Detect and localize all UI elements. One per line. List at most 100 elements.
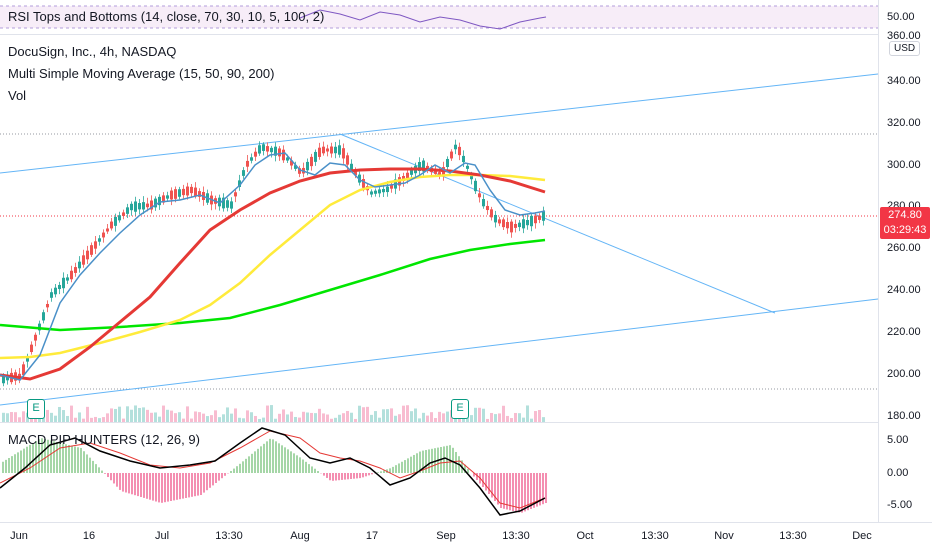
macd-hist-bar: [257, 449, 259, 473]
macd-hist-bar: [224, 473, 226, 476]
volume-bar: [414, 408, 417, 422]
macd-hist-bar: [395, 465, 397, 473]
macd-hist-bar: [176, 473, 178, 500]
macd-hist-bar: [98, 467, 100, 473]
volume-bar: [230, 414, 233, 422]
candle-body: [186, 187, 189, 196]
macd-hist-bar: [314, 469, 316, 473]
candle-body: [478, 193, 481, 197]
volume-bar: [10, 412, 13, 422]
candle-body: [494, 215, 497, 222]
macd-hist-bar: [125, 473, 127, 493]
symbol-title[interactable]: DocuSign, Inc., 4h, NASDAQ: [8, 44, 176, 59]
currency-button[interactable]: USD: [889, 41, 920, 56]
macd-hist-bar: [119, 473, 121, 490]
macd-hist-bar: [398, 463, 400, 473]
volume-bar: [478, 408, 481, 422]
candle-body: [70, 271, 73, 279]
macd-hist-bar: [194, 473, 196, 496]
price-tick: 300.00: [887, 159, 921, 171]
macd-hist-bar: [425, 450, 427, 473]
candle-body: [110, 222, 113, 229]
volume-bar: [470, 415, 473, 422]
ma-indicator-legend[interactable]: Multi Simple Moving Average (15, 50, 90,…: [8, 66, 274, 81]
macd-hist-bar: [188, 473, 190, 497]
earnings-marker[interactable]: E: [451, 399, 469, 419]
time-axis[interactable]: Jun 16 Jul 13:30 Aug 17 Sep 13:30 Oct 13…: [0, 522, 932, 551]
macd-hist-bar: [113, 473, 115, 483]
candle-body: [322, 147, 325, 154]
macd-hist-bar: [110, 473, 112, 480]
volume-indicator-legend[interactable]: Vol: [8, 88, 26, 103]
volume-bar: [46, 410, 49, 422]
earnings-marker[interactable]: E: [27, 399, 45, 419]
macd-hist-bar: [200, 473, 202, 495]
macd-hist-bar: [59, 443, 61, 473]
volume-bar: [14, 412, 17, 422]
candle-body: [54, 288, 57, 295]
last-price-tag: 274.80 03:29:43: [880, 207, 930, 239]
candle-body: [538, 216, 541, 220]
macd-hist-bar: [512, 473, 514, 511]
macd-hist-bar: [230, 471, 232, 473]
candle-body: [74, 267, 77, 273]
volume-bar: [130, 410, 133, 422]
candle-body: [466, 166, 469, 169]
candle-body: [118, 215, 121, 220]
candle-body: [58, 285, 61, 289]
volume-bar: [366, 407, 369, 422]
price-tick: 240.00: [887, 284, 921, 296]
macd-hist-bar: [365, 473, 367, 476]
macd-pane[interactable]: MACD PIP HUNTERS (12, 26, 9): [0, 423, 878, 522]
volume-bar: [78, 412, 81, 422]
macd-hist-bar: [275, 441, 277, 473]
macd-hist-bar: [248, 456, 250, 473]
volume-bar: [290, 412, 293, 422]
date-tick: Sep: [436, 530, 456, 542]
candle-body: [170, 191, 173, 200]
price-tick: 180.00: [887, 410, 921, 422]
macd-hist-bar: [236, 466, 238, 473]
candle-body: [406, 173, 409, 179]
macd-hist-bar: [71, 446, 73, 473]
macd-hist-bar: [215, 473, 217, 483]
volume-bar: [518, 413, 521, 422]
macd-hist-bar: [206, 473, 208, 490]
macd-hist-bar: [191, 473, 193, 497]
candle-body: [498, 219, 501, 223]
volume-bar: [526, 405, 529, 422]
volume-bar: [370, 415, 373, 422]
candle-body: [106, 228, 109, 231]
macd-hist-bar: [326, 473, 328, 478]
candle-body: [86, 251, 89, 260]
candle-body: [146, 204, 149, 208]
volume-bar: [150, 413, 153, 422]
macd-hist-bar: [140, 473, 142, 497]
volume-bar: [126, 406, 129, 422]
macd-hist-bar: [452, 448, 454, 473]
macd-hist-bar: [347, 473, 349, 479]
price-scale[interactable]: 50.00 360.00 340.00 320.00 300.00 280.00…: [878, 0, 932, 522]
macd-hist-bar: [212, 473, 214, 485]
rsi-pane[interactable]: RSI Tops and Bottoms (14, close, 70, 30,…: [0, 0, 878, 34]
candle-body: [30, 345, 33, 352]
price-tick: 340.00: [887, 75, 921, 87]
candle-body: [534, 216, 537, 224]
candle-body: [314, 152, 317, 162]
volume-bar: [114, 409, 117, 422]
candle-body: [226, 200, 229, 208]
macd-hist-bar: [80, 448, 82, 473]
volume-bar: [138, 408, 141, 422]
macd-hist-bar: [287, 449, 289, 473]
volume-bar: [194, 411, 197, 422]
macd-hist-bar: [356, 473, 358, 478]
macd-hist-bar: [17, 452, 19, 473]
volume-bar: [306, 412, 309, 422]
candle-body: [66, 277, 69, 280]
macd-hist-bar: [158, 473, 160, 502]
main-chart-pane[interactable]: DocuSign, Inc., 4h, NASDAQ Multi Simple …: [0, 35, 878, 422]
volume-bar: [322, 413, 325, 422]
candle-body: [262, 144, 265, 151]
volume-bar: [142, 407, 145, 422]
date-tick: 17: [366, 530, 378, 542]
